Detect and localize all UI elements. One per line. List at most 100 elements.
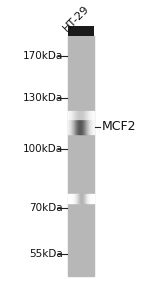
Bar [68, 170, 94, 172]
Bar [68, 66, 94, 67]
Text: 130kDa: 130kDa [23, 93, 63, 103]
Bar [68, 270, 94, 271]
Bar [68, 95, 94, 96]
Bar [68, 167, 94, 168]
Bar [68, 83, 94, 84]
Text: 100kDa: 100kDa [23, 145, 63, 154]
Bar [68, 73, 94, 74]
Bar [68, 143, 94, 144]
Bar [68, 169, 94, 170]
Bar [68, 274, 94, 276]
Bar [68, 272, 94, 273]
Bar [68, 173, 94, 174]
Bar [68, 271, 94, 272]
Bar [68, 139, 94, 140]
Bar [68, 182, 94, 184]
Bar [68, 56, 94, 57]
Bar [68, 228, 94, 229]
Bar [68, 163, 94, 164]
Bar [68, 211, 94, 212]
Bar [68, 101, 94, 102]
Bar [68, 50, 94, 51]
Bar [68, 264, 94, 265]
Bar [68, 120, 94, 121]
Bar [68, 134, 94, 136]
Bar [68, 262, 94, 264]
Bar [68, 92, 94, 94]
Bar [68, 235, 94, 236]
Bar [68, 244, 94, 246]
Bar [68, 140, 94, 142]
Bar [68, 89, 94, 90]
Bar [68, 201, 94, 202]
Bar [68, 210, 94, 211]
Bar [68, 57, 94, 58]
Bar [68, 188, 94, 190]
Bar [68, 232, 94, 234]
Bar [68, 219, 94, 220]
Text: 170kDa: 170kDa [23, 51, 63, 61]
Bar [68, 234, 94, 235]
Bar [68, 160, 94, 161]
Bar [68, 161, 94, 162]
Bar [68, 46, 94, 47]
Bar [68, 118, 94, 119]
Bar [68, 54, 94, 56]
Bar [68, 200, 94, 201]
Bar [68, 85, 94, 86]
Bar [68, 116, 94, 118]
Bar [68, 162, 94, 163]
Bar [68, 132, 94, 133]
Bar [68, 242, 94, 243]
Text: 55kDa: 55kDa [29, 249, 63, 259]
Bar [68, 265, 94, 266]
Bar [68, 179, 94, 180]
Bar [68, 146, 94, 148]
Bar [68, 220, 94, 222]
Bar [68, 202, 94, 204]
Bar [68, 175, 94, 176]
Bar [68, 76, 94, 77]
Bar [68, 98, 94, 100]
Bar [68, 113, 94, 114]
Bar [68, 40, 94, 41]
Bar [68, 119, 94, 120]
Bar [68, 53, 94, 54]
Bar [68, 151, 94, 152]
Bar [68, 250, 94, 252]
Bar [68, 122, 94, 124]
Bar [68, 164, 94, 166]
Bar [68, 65, 94, 66]
Bar [68, 124, 94, 125]
Bar [68, 268, 94, 270]
Bar [68, 110, 94, 112]
Bar [68, 142, 94, 143]
Bar [68, 149, 94, 150]
Bar [68, 273, 94, 274]
Bar [68, 90, 94, 91]
Bar [68, 130, 94, 131]
Bar [68, 62, 94, 64]
Bar [68, 100, 94, 101]
Bar [68, 82, 94, 83]
Text: 70kDa: 70kDa [30, 203, 63, 213]
Bar [68, 225, 94, 226]
Bar [68, 157, 94, 158]
Bar [68, 253, 94, 254]
Bar [68, 67, 94, 68]
Bar [68, 133, 94, 134]
Bar [68, 248, 94, 249]
Bar [68, 125, 94, 126]
Bar [68, 176, 94, 178]
Bar [68, 266, 94, 267]
Bar [68, 44, 94, 45]
Bar [68, 106, 94, 107]
Bar [68, 88, 94, 89]
Bar [68, 229, 94, 230]
Bar [68, 107, 94, 108]
Bar [68, 241, 94, 242]
Bar [68, 174, 94, 175]
Bar [68, 238, 94, 240]
Bar [68, 236, 94, 237]
Bar [68, 185, 94, 186]
